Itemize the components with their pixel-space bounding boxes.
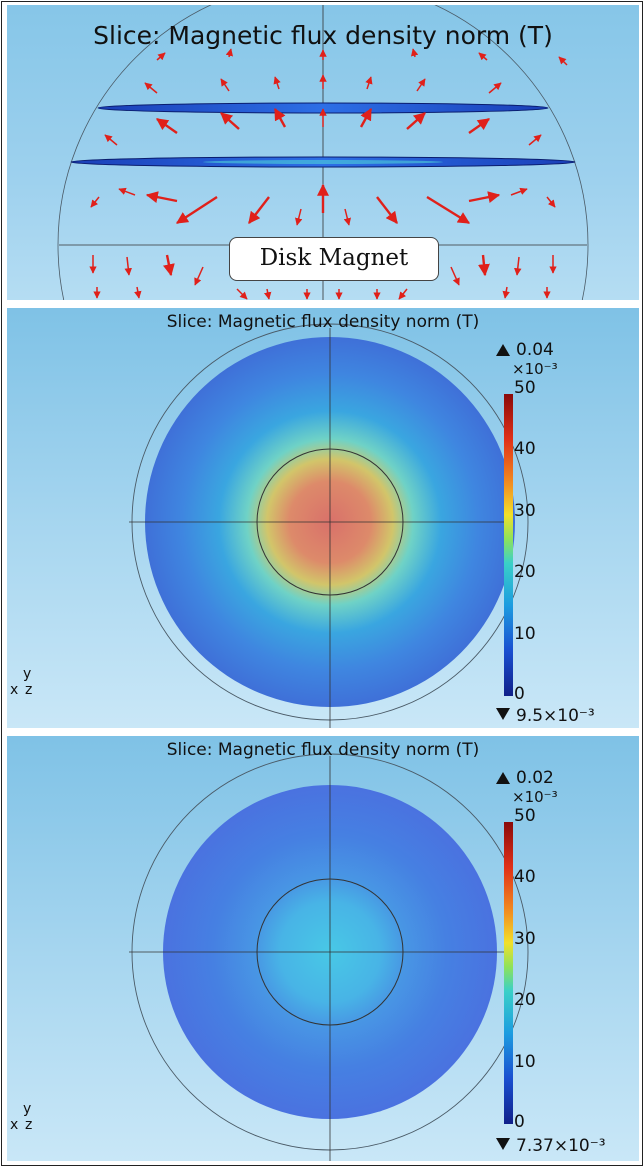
scale-multiplier: ×10⁻³ bbox=[512, 788, 558, 806]
field-arrow bbox=[263, 288, 272, 300]
up-triangle-icon bbox=[496, 772, 510, 784]
field-arrow bbox=[468, 118, 490, 134]
axis-triad: y x z bbox=[10, 1101, 40, 1137]
field-arrow bbox=[248, 196, 270, 224]
colorbar-tick: 50 bbox=[514, 806, 536, 826]
field-arrow bbox=[90, 196, 100, 208]
field-arrow bbox=[144, 82, 158, 94]
field-arrow bbox=[225, 48, 234, 58]
lower-disk-highlight bbox=[203, 160, 443, 164]
slice-panel-1: Slice: Magnetic flux density norm (T) 0.… bbox=[7, 308, 639, 728]
colorbar-tick: 20 bbox=[514, 990, 536, 1010]
colorbar-tick: 40 bbox=[514, 867, 536, 887]
field-arrow bbox=[546, 196, 556, 208]
colorbar-tick: 0 bbox=[514, 1112, 525, 1132]
field-arrow bbox=[406, 112, 426, 130]
disk-magnet-label: Disk Magnet bbox=[229, 237, 439, 281]
min-value: 9.5×10⁻³ bbox=[516, 706, 595, 726]
slice-panel-2: Slice: Magnetic flux density norm (T) 0.… bbox=[7, 736, 639, 1161]
field-arrow bbox=[416, 78, 426, 92]
field-arrow bbox=[294, 208, 303, 226]
flux-arrow-plot bbox=[57, 5, 589, 300]
field-arrow bbox=[220, 112, 240, 130]
scale-multiplier: ×10⁻³ bbox=[512, 360, 558, 378]
field-arrow bbox=[502, 286, 510, 299]
colorbar-tick: 50 bbox=[514, 378, 536, 398]
panel-title: Slice: Magnetic flux density norm (T) bbox=[166, 740, 480, 760]
field-arrow bbox=[194, 266, 204, 286]
colorbar-tick: 20 bbox=[514, 562, 536, 582]
x-axis-label: x bbox=[10, 1117, 19, 1133]
slice-plot-2 bbox=[129, 753, 529, 1161]
field-arrow bbox=[118, 187, 136, 196]
panel-title: Slice: Magnetic flux density norm (T) bbox=[166, 312, 480, 332]
field-arrow bbox=[236, 288, 248, 300]
domain-boundary bbox=[57, 5, 589, 300]
down-triangle-icon bbox=[496, 1138, 510, 1150]
field-arrows bbox=[89, 48, 568, 300]
colorbar-tick: 30 bbox=[514, 501, 536, 521]
y-axis-label: y bbox=[23, 1101, 32, 1117]
field-arrow bbox=[376, 196, 398, 224]
x-axis-label: x bbox=[10, 682, 19, 698]
colorbar-tick: 30 bbox=[514, 929, 536, 949]
field-arrow bbox=[273, 76, 281, 90]
colorbar-tick: 40 bbox=[514, 439, 536, 459]
max-value: 0.04 bbox=[516, 340, 554, 360]
y-axis-label: y bbox=[23, 666, 32, 682]
colorbar-tick: 10 bbox=[514, 1052, 536, 1072]
field-arrow bbox=[510, 187, 528, 196]
field-arrow bbox=[162, 254, 175, 277]
field-arrow bbox=[145, 191, 178, 204]
field-arrow bbox=[124, 256, 132, 276]
flux-arrow-panel: Slice: Magnetic flux density norm (T) Di… bbox=[7, 5, 639, 300]
field-arrow bbox=[175, 195, 218, 225]
field-arrow bbox=[450, 266, 460, 286]
colorbar bbox=[504, 394, 513, 696]
z-axis-label: z bbox=[25, 1117, 33, 1133]
field-arrow bbox=[468, 191, 501, 204]
min-value: 7.37×10⁻³ bbox=[516, 1136, 606, 1156]
up-triangle-icon bbox=[496, 344, 510, 356]
field-arrow bbox=[558, 56, 568, 66]
axis-triad: y x z bbox=[10, 666, 40, 702]
z-axis-label: z bbox=[25, 682, 33, 698]
field-arrow bbox=[478, 52, 488, 61]
max-value: 0.02 bbox=[516, 768, 554, 788]
field-arrow bbox=[528, 134, 542, 146]
field-arrow bbox=[398, 288, 408, 300]
field-arrow bbox=[343, 208, 352, 226]
field-arrow bbox=[426, 195, 471, 225]
field-arrow bbox=[134, 286, 142, 299]
down-triangle-icon bbox=[496, 708, 510, 720]
field-arrow bbox=[220, 78, 230, 92]
field-arrow bbox=[365, 76, 373, 90]
field-arrow bbox=[477, 254, 490, 277]
field-arrow bbox=[156, 118, 178, 134]
slice-plot-1 bbox=[129, 323, 529, 728]
field-arrow bbox=[410, 48, 419, 58]
colorbar bbox=[504, 822, 513, 1124]
panel-title: Slice: Magnetic flux density norm (T) bbox=[93, 21, 553, 50]
field-arrow bbox=[359, 107, 373, 128]
field-arrow bbox=[488, 82, 502, 94]
field-arrow bbox=[514, 256, 522, 276]
colorbar-tick: 10 bbox=[514, 624, 536, 644]
field-arrow bbox=[156, 52, 166, 61]
field-arrow bbox=[104, 134, 118, 146]
colorbar-tick: 0 bbox=[514, 684, 525, 704]
field-arrow bbox=[273, 107, 287, 128]
